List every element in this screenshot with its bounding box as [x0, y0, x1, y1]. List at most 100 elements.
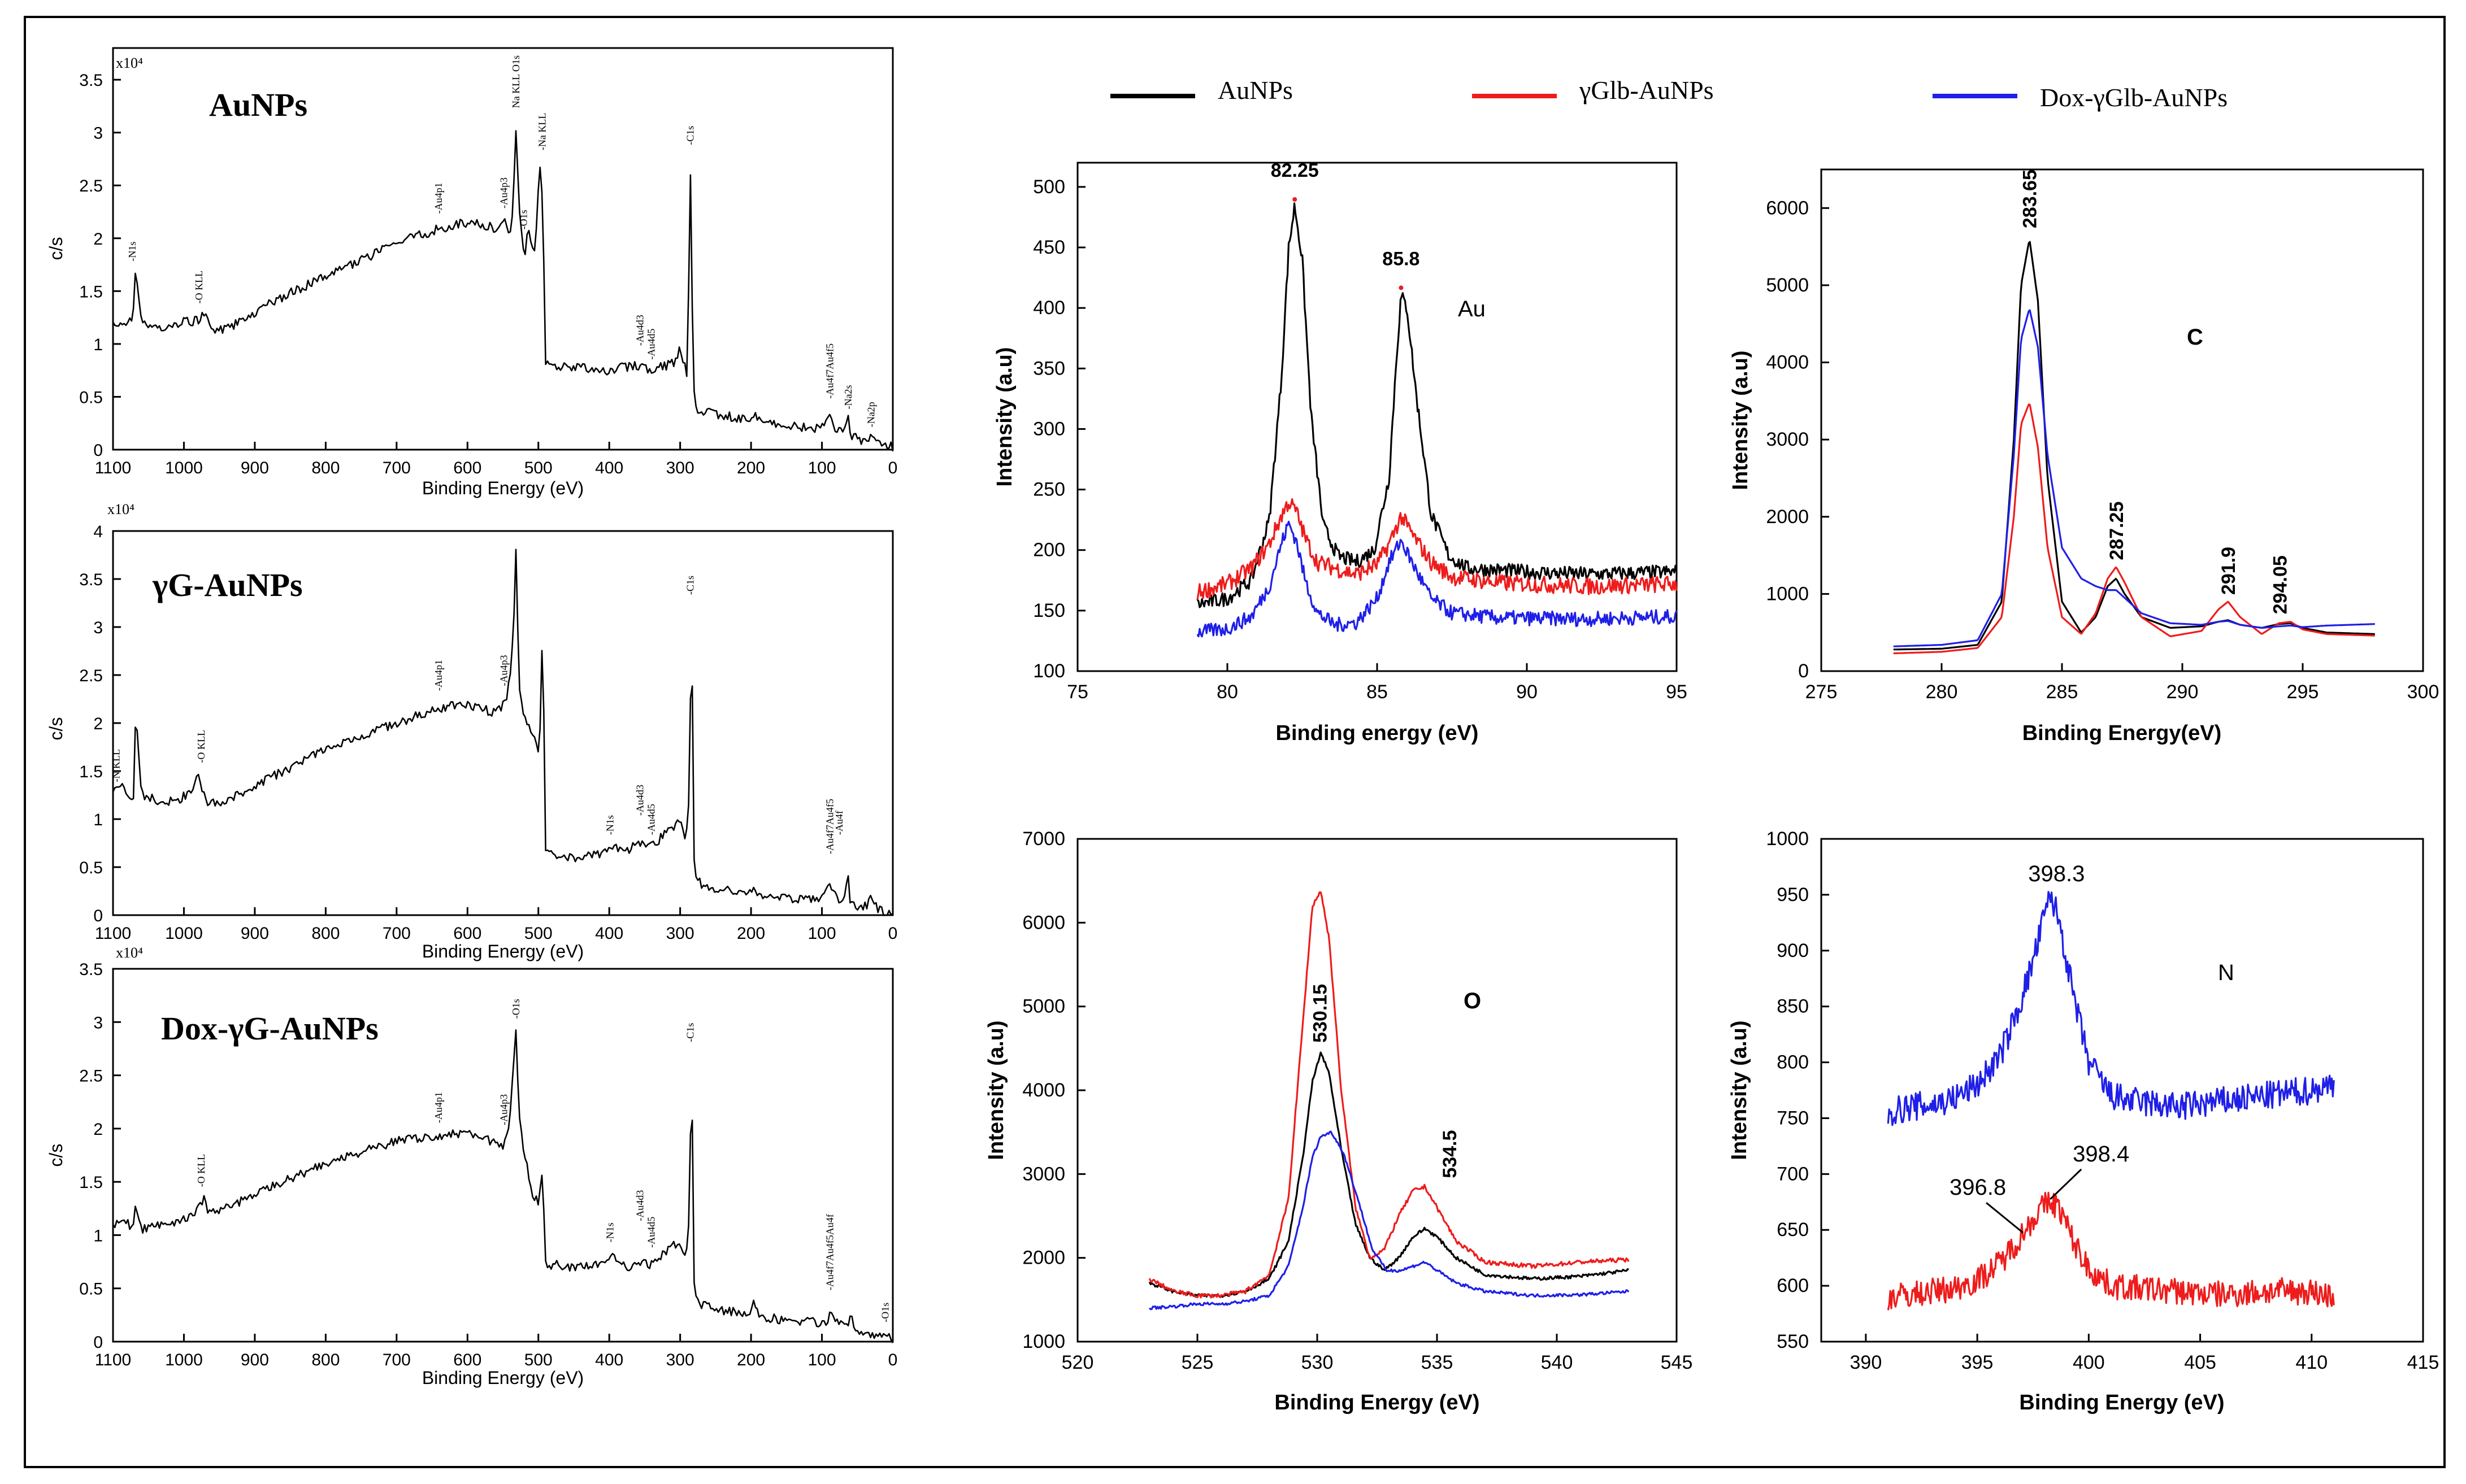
- au-xtick-label: 75: [1067, 681, 1088, 703]
- survey-dox-ylabel: c/s: [46, 1144, 66, 1167]
- n-xtick-label: 415: [2407, 1352, 2439, 1373]
- o-ytick-label: 6000: [1022, 912, 1065, 933]
- survey-gg-panel: γG-AuNPs x10⁴ Binding Energy (eV) c/s 11…: [46, 501, 897, 961]
- survey1-peak-label: -O KLL: [193, 271, 205, 303]
- survey-dox-panel: Dox-γG-AuNPs x10⁴ Binding Energy (eV) c/…: [46, 945, 897, 1388]
- c-annotation: 287.25: [2106, 502, 2128, 560]
- survey-aunps-multiplier: x10⁴: [116, 55, 143, 71]
- survey2-ytick-label: 2.5: [79, 667, 103, 685]
- au-xtick-label: 85: [1366, 681, 1388, 703]
- survey2-ytick-label: 0.5: [79, 859, 103, 877]
- survey2-ytick-label: 1.5: [79, 763, 103, 781]
- au-ytick-label: 500: [1033, 176, 1065, 198]
- survey2-ytick-label: 0: [93, 907, 103, 925]
- legend-label-dox: Dox-γGlb-AuNPs: [2040, 83, 2228, 112]
- au-ylabel: Intensity (a.u): [993, 347, 1017, 486]
- survey3-ytick-label: 2.5: [79, 1067, 103, 1086]
- o-series-AuNPs: [1148, 1051, 1629, 1298]
- survey1-ytick-label: 3.5: [79, 71, 103, 90]
- legend-label-aunps: AuNPs: [1218, 76, 1293, 105]
- o-xtick-label: 540: [1541, 1352, 1573, 1373]
- survey3-peak-label: -Au4d3: [634, 1190, 645, 1221]
- n-ylabel: Intensity (a.u): [1727, 1020, 1751, 1160]
- au-ytick-label: 300: [1033, 418, 1065, 439]
- au-series-gGlb: [1196, 498, 1678, 600]
- survey2-peak-label: -O KLL: [196, 730, 207, 763]
- survey2-xtick-label: 800: [311, 924, 340, 943]
- n-xtick-label: 405: [2184, 1352, 2216, 1373]
- survey1-ytick-label: 2.5: [79, 177, 103, 195]
- survey2-ytick-label: 2: [93, 715, 103, 733]
- n-series-gGlb: [1887, 1191, 2335, 1311]
- o-ylabel: Intensity (a.u): [984, 1020, 1008, 1160]
- survey2-xtick-label: 1100: [95, 924, 132, 943]
- au-marks: 75 80 85 90 95 100 150 200 250 300 350 400 450 500 82.…: [1033, 160, 1687, 703]
- survey-gg-multiplier: x10⁴: [107, 501, 134, 517]
- survey1-xtick-label: 700: [383, 459, 411, 477]
- n-annotation: 398.4: [2073, 1142, 2129, 1167]
- n-xtick-label: 390: [1850, 1352, 1882, 1373]
- survey3-ytick-label: 0.5: [79, 1280, 103, 1299]
- legend-label-gglb: γGlb-AuNPs: [1579, 76, 1714, 105]
- n-ytick-label: 1000: [1766, 828, 1809, 850]
- n-annotation-arrow: [2050, 1168, 2082, 1200]
- survey3-xtick-label: 200: [737, 1351, 765, 1369]
- survey3-xtick-label: 800: [311, 1351, 340, 1369]
- survey-aunps-marks: 1100 1000 900 800 700 600 500 400 300 200 100 000.5…: [79, 55, 897, 477]
- survey2-xtick-label: 300: [666, 924, 694, 943]
- n-ytick-label: 750: [1777, 1107, 1809, 1129]
- survey2-xtick-label: 900: [241, 924, 269, 943]
- survey2-ytick-label: 3.5: [79, 571, 103, 589]
- survey3-peak-label: -Au4d5: [646, 1217, 657, 1248]
- au-series-AuNPs: [1196, 202, 1678, 608]
- c-series-AuNPs: [1893, 241, 2375, 651]
- survey3-peak-label: -Au4p3: [498, 1094, 510, 1125]
- survey1-peak-label: -Au4p1: [433, 182, 444, 214]
- o-xtick-label: 530: [1301, 1352, 1334, 1373]
- o-ytick-label: 1000: [1022, 1331, 1065, 1352]
- survey3-series-AuNPs: [112, 1029, 894, 1343]
- o-xlabel: Binding Energy (eV): [1274, 1391, 1479, 1415]
- au-ytick-label: 250: [1033, 479, 1065, 501]
- survey2-xtick-label: 1000: [165, 924, 203, 943]
- survey3-peak-label: -Au4p1: [433, 1092, 444, 1123]
- survey3-peak-label: -O1s: [510, 999, 522, 1019]
- c-ytick-label: 3000: [1766, 429, 1809, 450]
- survey-aunps-frame: [112, 47, 894, 451]
- au-peak-marker: [1292, 197, 1297, 202]
- n-series-Dox: [1887, 891, 2335, 1126]
- c-xtick-label: 275: [1805, 681, 1838, 703]
- c-marks: 275 280 285 290 295 3000100020003000400050006…: [1766, 169, 2439, 703]
- survey3-ytick-label: 3: [93, 1013, 103, 1032]
- c-plot-frame: [1820, 168, 2424, 672]
- c-ytick-label: 0: [1798, 660, 1809, 682]
- au-ytick-label: 200: [1033, 539, 1065, 561]
- c-panel: Binding Energy(eV) Intensity (a.u) C 275…: [1729, 168, 2439, 745]
- survey1-xtick-label: 1000: [165, 459, 203, 477]
- survey-gg-xlabel: Binding Energy (eV): [422, 941, 584, 961]
- survey-dox-xlabel: Binding Energy (eV): [422, 1368, 584, 1388]
- c-series-gGlb: [1893, 403, 2375, 655]
- n-annotation: 396.8: [1950, 1175, 2006, 1200]
- survey3-ytick-label: 1.5: [79, 1173, 103, 1192]
- survey3-peak-label: -C1s: [685, 1023, 696, 1042]
- survey2-xtick-label: 0: [888, 924, 898, 943]
- survey1-peak-label: -Na KLL: [536, 113, 548, 150]
- au-annotation: 82.25: [1271, 160, 1319, 181]
- survey2-peak-label: -Au4p3: [498, 655, 510, 686]
- legend: AuNPs γGlb-AuNPs Dox-γGlb-AuNPs: [1110, 76, 2228, 112]
- survey3-xtick-label: 0: [888, 1351, 898, 1369]
- survey2-peak-label: -Au4d5: [646, 804, 657, 835]
- o-panel: Binding Energy (eV) Intensity (a.u) O 52…: [984, 828, 1692, 1415]
- survey1-peak-label: -C1s: [685, 126, 696, 145]
- survey1-xtick-label: 0: [888, 459, 898, 477]
- survey-dox-title: Dox-γG-AuNPs: [161, 1010, 379, 1047]
- survey-aunps-panel: AuNPs x10⁴ Binding Energy (eV) c/s 1100 1…: [46, 47, 897, 498]
- survey3-xtick-label: 700: [383, 1351, 411, 1369]
- c-ytick-label: 6000: [1766, 197, 1809, 219]
- survey1-xtick-label: 300: [666, 459, 694, 477]
- survey2-ytick-label: 4: [93, 523, 103, 541]
- survey2-peak-label: -C1s: [685, 576, 696, 595]
- survey2-peak-label: -N KLL: [110, 749, 121, 782]
- c-annotation: 291.9: [2218, 547, 2239, 595]
